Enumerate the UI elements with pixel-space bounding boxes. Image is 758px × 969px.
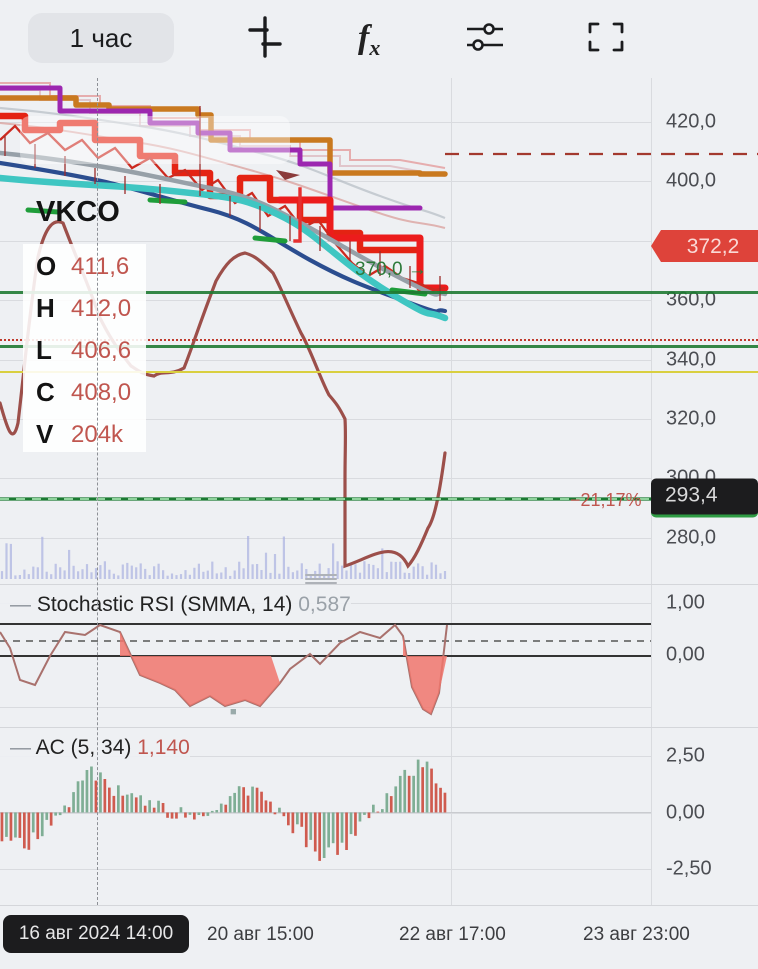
svg-text:■: ■	[230, 706, 237, 718]
svg-text:372,2: 372,2	[687, 235, 740, 258]
